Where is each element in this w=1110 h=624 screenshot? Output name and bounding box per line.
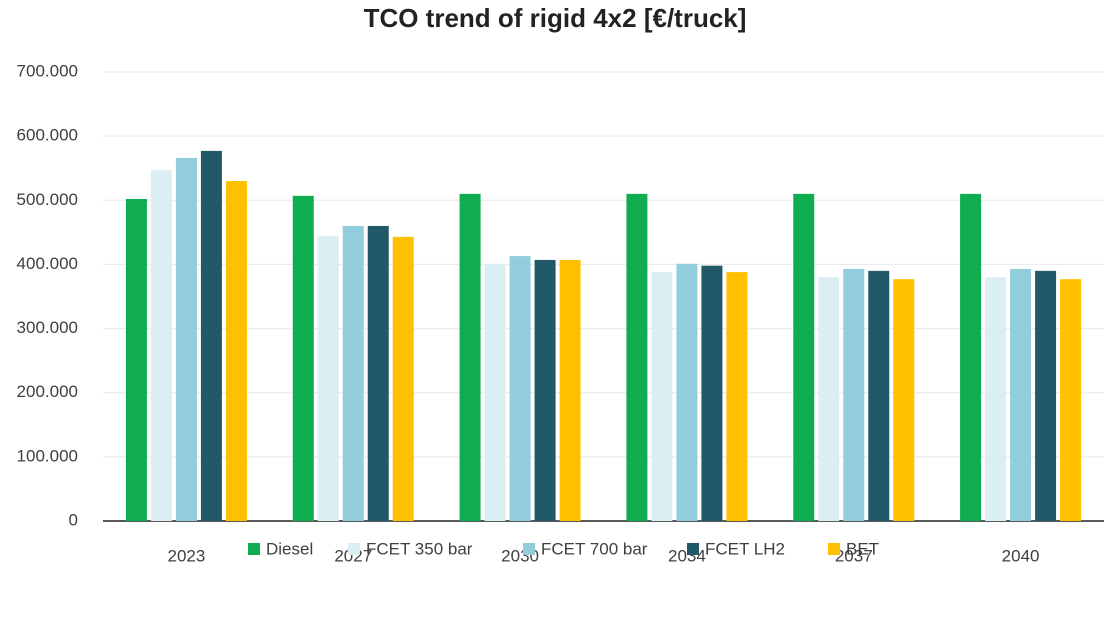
x-tick-label: 2040	[1002, 546, 1040, 565]
y-tick-label: 100.000	[17, 446, 78, 465]
bar	[893, 279, 915, 521]
bar	[1035, 270, 1057, 521]
x-tick-label: 2027	[334, 546, 372, 565]
bar	[534, 259, 556, 521]
bar	[559, 259, 581, 521]
bar	[175, 157, 197, 522]
y-tick-label: 200.000	[17, 382, 78, 401]
bar	[985, 277, 1007, 521]
y-tick-label: 400.000	[17, 254, 78, 273]
y-tick-label: 300.000	[17, 318, 78, 337]
legend-swatch	[828, 543, 840, 555]
legend-label: FCET LH2	[705, 539, 785, 558]
bar	[225, 181, 247, 522]
x-tick-label: 2037	[835, 546, 873, 565]
legend-swatch	[248, 543, 260, 555]
bar	[459, 193, 481, 521]
legend-label: BET	[846, 539, 879, 558]
bar	[367, 225, 389, 521]
bar	[726, 272, 748, 521]
legend-swatch	[348, 543, 360, 555]
bar	[509, 256, 531, 521]
bar	[1010, 268, 1032, 521]
y-tick-label: 600.000	[17, 126, 78, 145]
y-tick-label: 500.000	[17, 190, 78, 209]
bar	[125, 199, 147, 521]
x-tick-label: 2023	[168, 546, 206, 565]
bar	[651, 272, 673, 521]
x-tick-label: 2034	[668, 546, 706, 565]
bar	[793, 193, 815, 521]
y-tick-label: 0	[69, 510, 78, 529]
bar	[676, 263, 698, 521]
chart-title: TCO trend of rigid 4x2 [€/truck]	[364, 3, 747, 33]
bar	[392, 236, 414, 521]
bar	[960, 193, 982, 521]
legend-swatch	[687, 543, 699, 555]
bar	[200, 150, 222, 521]
legend-label: FCET 700 bar	[541, 539, 648, 558]
bar	[317, 236, 339, 521]
bar	[484, 263, 506, 521]
legend-label: Diesel	[266, 539, 313, 558]
bar	[292, 195, 314, 521]
bar	[150, 170, 172, 522]
bar	[1060, 279, 1082, 521]
legend-swatch	[523, 543, 535, 555]
legend-label: FCET 350 bar	[366, 539, 473, 558]
bar	[342, 225, 364, 521]
bar	[843, 268, 865, 521]
bar	[626, 193, 648, 521]
y-tick-label: 700.000	[17, 61, 78, 80]
bar	[701, 265, 723, 521]
bar	[868, 270, 890, 521]
bar	[818, 277, 840, 521]
